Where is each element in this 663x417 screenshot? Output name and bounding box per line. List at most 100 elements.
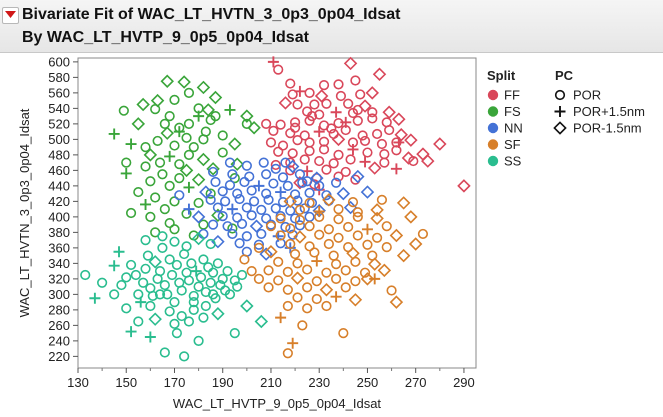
point-ss-circle — [154, 289, 166, 300]
point-sf-circle — [314, 229, 325, 240]
y-tick-label: 380 — [48, 225, 70, 240]
point-fs-circle — [145, 211, 156, 222]
point-sf-circle — [352, 230, 363, 241]
point-sf-circle — [330, 273, 342, 284]
point-fs-circle — [205, 114, 216, 126]
point-sf-plus — [287, 337, 299, 349]
point-ss-circle — [171, 328, 182, 339]
point-nn-diamond — [336, 186, 351, 201]
point-ss-circle — [188, 297, 199, 308]
triangle-down-icon — [5, 11, 16, 18]
point-ss-circle — [236, 269, 248, 281]
point-ff-plus — [330, 106, 342, 118]
point-fs-circle — [169, 224, 180, 235]
point-ff-circle — [333, 149, 344, 160]
point-sf-circle — [347, 197, 359, 208]
legend-marker-diamond — [553, 121, 567, 135]
point-sf-circle — [417, 228, 429, 240]
point-nn-circle — [263, 194, 274, 205]
point-nn-circle — [246, 185, 257, 196]
point-sf-circle — [340, 282, 351, 293]
point-sf-circle — [381, 221, 392, 232]
point-ff-circle — [268, 125, 279, 136]
point-ss-plus — [190, 265, 202, 277]
point-nn-circle — [256, 228, 267, 240]
point-sf-diamond — [264, 245, 278, 259]
disclosure-toggle-icon[interactable] — [2, 7, 19, 24]
y-tick-label: 300 — [48, 287, 70, 302]
legend-split-title: Split — [487, 68, 516, 83]
point-nn-circle — [207, 219, 219, 230]
point-fs-circle — [241, 118, 252, 129]
point-nn-circle — [294, 220, 306, 231]
point-fs-plus — [108, 128, 120, 140]
point-ss-circle — [157, 242, 168, 253]
point-sf-diamond — [377, 263, 392, 278]
point-fs-circle — [145, 176, 156, 187]
point-nn-circle — [277, 197, 289, 208]
point-fs-circle — [174, 159, 185, 170]
point-ff-circle — [333, 79, 344, 90]
point-ss-circle — [181, 241, 192, 252]
point-ss-circle — [145, 300, 156, 312]
point-ss-circle — [116, 279, 127, 291]
point-ff-circle — [362, 147, 373, 158]
point-nn-diamond — [199, 185, 213, 199]
point-nn-circle — [236, 218, 248, 229]
point-ss-circle — [169, 318, 180, 329]
point-fs-circle — [133, 186, 144, 198]
point-ff-plus — [347, 143, 359, 155]
point-ss-circle — [133, 316, 144, 327]
point-sf-circle — [275, 230, 286, 241]
point-nn-circle — [217, 211, 228, 222]
point-ss-circle — [121, 303, 132, 314]
point-ff-circle — [408, 155, 419, 167]
point-fs-circle — [169, 196, 180, 207]
point-sf-diamond — [283, 194, 297, 209]
point-fs-diamond — [208, 90, 223, 105]
point-ss-circle — [198, 312, 209, 323]
y-tick-label: 240 — [48, 333, 70, 348]
legend-swatch-ff — [487, 89, 499, 101]
point-fs-circle — [169, 94, 180, 105]
point-nn-circle — [280, 157, 291, 168]
point-sf-circle — [263, 265, 274, 276]
point-nn-circle — [222, 221, 233, 232]
point-sf-circle — [350, 256, 361, 267]
point-ff-diamond — [392, 112, 406, 126]
point-nn-circle — [261, 213, 272, 224]
point-ss-circle — [169, 297, 180, 308]
point-sf-plus — [369, 273, 381, 285]
y-tick-label: 280 — [48, 302, 70, 317]
point-nn-circle — [270, 163, 281, 174]
point-ss-circle — [198, 254, 209, 265]
point-sf-circle — [304, 221, 315, 232]
point-sf-circle — [282, 300, 293, 312]
point-fs-diamond — [160, 74, 174, 88]
point-nn-circle — [224, 157, 236, 168]
point-fs-circle — [125, 207, 137, 219]
point-nn-circle — [217, 186, 228, 197]
point-ff-circle — [277, 140, 289, 151]
point-ss-diamond — [148, 255, 162, 269]
point-ss-circle — [195, 272, 207, 283]
point-nn-plus — [226, 203, 238, 215]
point-sf-circle — [282, 284, 293, 295]
point-ss-circle — [205, 238, 216, 250]
x-axis-title: WAC_LT_HVTP_9_0p5_0p04_Idsat — [173, 396, 382, 411]
point-fs-circle — [217, 130, 228, 141]
report-title-line-1: Bivariate Fit of WAC_LT_HVTN_3_0p3_0p04_… — [22, 6, 401, 23]
point-sf-diamond — [367, 257, 382, 271]
point-fs-circle — [159, 118, 170, 129]
point-sf-circle — [372, 232, 383, 243]
point-sf-circle — [314, 211, 325, 222]
point-fs-diamond — [191, 172, 206, 187]
legend-swatch-fs — [487, 106, 499, 117]
y-tick-label: 440 — [48, 178, 70, 193]
y-tick-label: 460 — [48, 163, 70, 178]
point-fs-diamond — [211, 208, 225, 223]
point-ff-circle — [314, 155, 325, 167]
point-sf-circle — [292, 292, 303, 303]
point-ss-plus — [144, 331, 156, 343]
